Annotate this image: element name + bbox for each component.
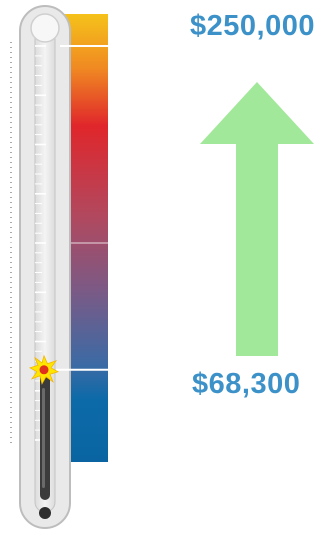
thermometer-bottom-bulb xyxy=(39,507,51,519)
mercury-shine xyxy=(42,388,45,488)
scale-ticks xyxy=(35,45,46,441)
goal-amount-label: $250,000 xyxy=(190,10,315,42)
raised-amount-label: $68,300 xyxy=(192,368,301,400)
thermometer-top-cap xyxy=(30,13,60,43)
starburst-icon xyxy=(29,354,59,385)
up-arrow-icon xyxy=(200,82,314,356)
